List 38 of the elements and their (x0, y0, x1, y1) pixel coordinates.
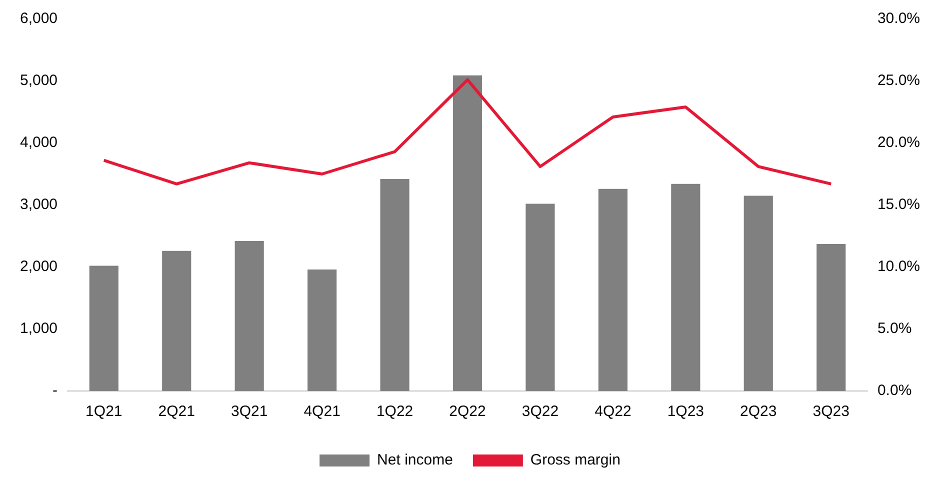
y-tick-label: 3,000 (20, 196, 58, 214)
bar (816, 244, 846, 391)
x-tick-label: 3Q23 (812, 403, 850, 420)
x-tick-label: 2Q22 (449, 403, 486, 420)
bar (234, 240, 264, 391)
y-tick-label: - (52, 382, 58, 400)
x-tick-label: 3Q21 (230, 403, 268, 420)
y-tick-label: 5,000 (20, 72, 58, 90)
bar (526, 204, 555, 391)
x-tick-label: 1Q21 (86, 403, 122, 420)
x-tick-label: 1Q22 (376, 403, 414, 420)
legend-label: Net income (377, 452, 453, 469)
y2-tick-label: 25.0% (877, 72, 920, 90)
y2-tick-label: 20.0% (877, 134, 920, 152)
y-tick-label: 6,000 (20, 10, 58, 28)
bar (671, 184, 700, 391)
legend-label: Gross margin (530, 452, 620, 469)
x-tick-label: 2Q21 (158, 403, 195, 420)
y-tick-label: 4,000 (20, 134, 58, 152)
bar (308, 269, 337, 391)
y2-tick-label: 15.0% (877, 196, 920, 214)
y2-tick-label: 5.0% (877, 320, 912, 338)
bar (380, 178, 410, 391)
bar (598, 188, 628, 391)
y-tick-label: 1,000 (20, 320, 58, 338)
bar (452, 75, 482, 391)
y2-tick-label: 0.0% (877, 382, 912, 400)
bar (162, 250, 192, 391)
bar (744, 196, 773, 391)
y2-tick-label: 10.0% (877, 258, 920, 276)
y-tick-label: 2,000 (20, 258, 58, 276)
y2-tick-label: 30.0% (877, 10, 920, 28)
bar (89, 266, 118, 391)
x-tick-label: 4Q22 (594, 403, 632, 420)
x-tick-label: 3Q22 (522, 403, 559, 420)
x-tick-label: 4Q21 (304, 403, 340, 420)
x-tick-label: 2Q23 (740, 403, 777, 420)
x-tick-label: 1Q23 (667, 403, 704, 420)
